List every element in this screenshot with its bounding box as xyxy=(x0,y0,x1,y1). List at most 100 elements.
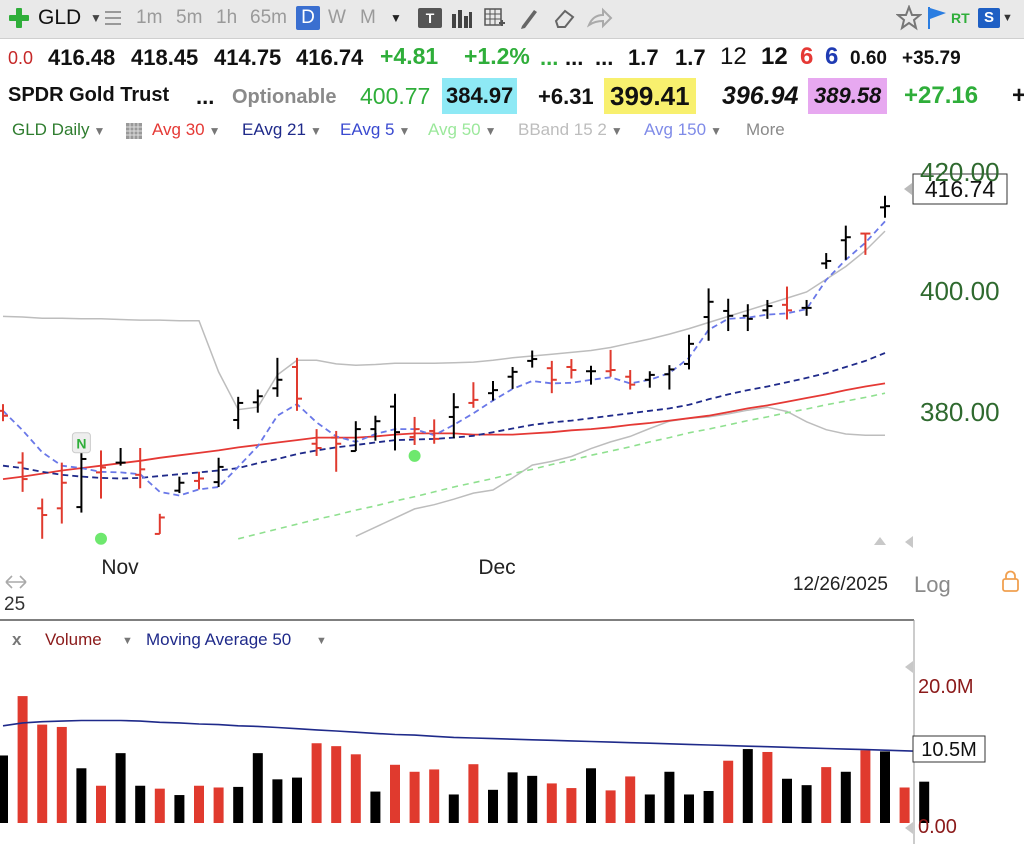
fundamentals-row: SPDR Gold Trust ... Optionable 400.77 38… xyxy=(0,78,1024,114)
overlay-grid-icon[interactable] xyxy=(125,122,143,145)
scroll-left-arrow-icon[interactable] xyxy=(905,536,913,548)
price-bar xyxy=(801,299,812,316)
y-axis-label-420: 420.00 xyxy=(920,157,1000,187)
study-bband-text: BBand 15 2 xyxy=(518,120,607,139)
study-avg150[interactable]: Avg 150 ▼ xyxy=(644,120,722,140)
timeframe-1h[interactable]: 1h xyxy=(216,7,238,28)
rt-label[interactable]: RT xyxy=(951,10,970,26)
timeframe-1m[interactable]: 1m xyxy=(136,7,163,28)
chevron-down-icon[interactable]: ▼ xyxy=(122,635,133,647)
price-bar xyxy=(409,416,420,445)
s-dropdown-icon[interactable]: ▼ xyxy=(1002,12,1013,24)
bar-chart-icon[interactable] xyxy=(451,8,473,33)
volume-bar xyxy=(527,775,538,823)
symbol-label[interactable]: GLD xyxy=(38,6,82,29)
scroll-up-arrow-icon[interactable] xyxy=(874,537,886,545)
chevron-down-icon[interactable]: ▼ xyxy=(316,635,327,647)
volume-bar xyxy=(233,786,244,823)
price-bar xyxy=(821,253,832,269)
study-eavg5[interactable]: EAvg 5 ▼ xyxy=(340,120,410,140)
volume-bar xyxy=(664,771,675,823)
volume-panel[interactable] xyxy=(0,696,930,823)
text-tool-icon[interactable]: T xyxy=(418,8,442,28)
volume-bar xyxy=(429,769,440,823)
volume-bar xyxy=(684,794,694,823)
table-icon[interactable] xyxy=(484,7,506,34)
add-symbol-icon[interactable] xyxy=(8,7,30,29)
x-axis-label-nov: Nov xyxy=(101,556,139,579)
s-button[interactable]: S xyxy=(978,8,1000,28)
price-bar xyxy=(350,421,361,453)
volume-bar xyxy=(194,785,204,823)
volume-scroll-left-icon[interactable] xyxy=(905,661,913,673)
price-bar xyxy=(860,232,871,255)
y-axis-label-400: 400.00 xyxy=(920,276,1000,306)
study-avg30[interactable]: Avg 30 ▼ xyxy=(152,120,221,140)
price-pointer-icon xyxy=(904,183,912,195)
dots-2: ... xyxy=(565,45,584,70)
volume-bar xyxy=(625,776,636,823)
horizontal-resize-icon[interactable] xyxy=(5,575,27,589)
volume-bar xyxy=(762,751,773,823)
open-value: 416.48 xyxy=(48,45,116,70)
company-name: SPDR Gold Trust xyxy=(8,84,170,106)
price-bar xyxy=(742,304,753,332)
price-bar xyxy=(723,298,734,332)
volume-ma50-line xyxy=(2,719,925,753)
price-bar xyxy=(664,365,675,390)
price-panel[interactable]: N xyxy=(0,195,890,545)
ma50-label[interactable]: Moving Average 50 xyxy=(146,630,291,649)
study-avg150-text: Avg 150 xyxy=(644,120,707,139)
timeframe-m[interactable]: M xyxy=(360,7,376,28)
high-value: 418.45 xyxy=(131,45,199,70)
volume-bar xyxy=(272,779,283,823)
volume-bar xyxy=(0,755,8,823)
volume-scroll-down-icon[interactable] xyxy=(905,822,913,834)
timeframe-d-active[interactable]: D xyxy=(296,6,320,30)
volume-label[interactable]: Volume xyxy=(45,630,102,649)
price-bar xyxy=(56,462,67,524)
volume-close-icon[interactable]: x xyxy=(12,630,22,649)
stat-2: 1.7 xyxy=(675,45,706,70)
price-bar xyxy=(96,450,106,499)
timeframe-dropdown-icon[interactable]: ▼ xyxy=(390,11,402,25)
price-volume-chart[interactable]: N 416.74 420.00 400.00 380.00 Nov Dec 12… xyxy=(0,144,1024,844)
symbol-dropdown-icon[interactable]: ▼ xyxy=(90,11,102,25)
chart-daily-text: GLD Daily xyxy=(12,120,90,139)
volume-bar xyxy=(801,785,812,823)
price-bar xyxy=(272,357,283,397)
eraser-icon[interactable] xyxy=(553,7,577,34)
timeframe-65m[interactable]: 65m xyxy=(250,7,287,28)
metric-7: +27.16 xyxy=(904,82,979,109)
volume-bar xyxy=(174,795,185,823)
favorite-star-icon[interactable] xyxy=(895,4,923,36)
volume-bar xyxy=(840,771,851,823)
price-bar xyxy=(684,334,694,370)
close-value: 416.74 xyxy=(296,45,364,70)
pencil-icon[interactable] xyxy=(518,6,540,35)
metric-3: +6.31 xyxy=(538,84,594,109)
grid-menu-icon[interactable] xyxy=(104,9,122,32)
chart-daily-label[interactable]: GLD Daily ▼ xyxy=(12,120,105,140)
study-avg30-text: Avg 30 xyxy=(152,120,205,139)
flag-icon[interactable] xyxy=(926,5,948,36)
metric-8: + xyxy=(1012,82,1024,109)
share-arrow-icon[interactable] xyxy=(586,7,613,34)
volume-bar xyxy=(331,746,342,823)
price-bar xyxy=(0,404,8,422)
volume-bar xyxy=(409,771,420,823)
log-toggle[interactable]: Log xyxy=(914,572,951,597)
timeframe-5m[interactable]: 5m xyxy=(176,7,203,28)
study-bband[interactable]: BBand 15 2 ▼ xyxy=(518,120,623,140)
timeframe-w[interactable]: W xyxy=(328,7,346,28)
volume-bar xyxy=(76,768,87,823)
quote-row: 0.0 416.48 418.45 414.75 416.74 +4.81 +1… xyxy=(0,40,1024,74)
lock-icon[interactable] xyxy=(1002,570,1019,592)
more-studies-link[interactable]: More xyxy=(746,120,785,139)
volume-bar xyxy=(37,724,48,823)
price-bar xyxy=(390,393,400,451)
study-eavg21[interactable]: EAvg 21 ▼ xyxy=(242,120,322,140)
study-avg50-text: Avg 50 xyxy=(428,120,481,139)
study-avg50[interactable]: Avg 50 ▼ xyxy=(428,120,497,140)
price-bar xyxy=(311,429,322,456)
